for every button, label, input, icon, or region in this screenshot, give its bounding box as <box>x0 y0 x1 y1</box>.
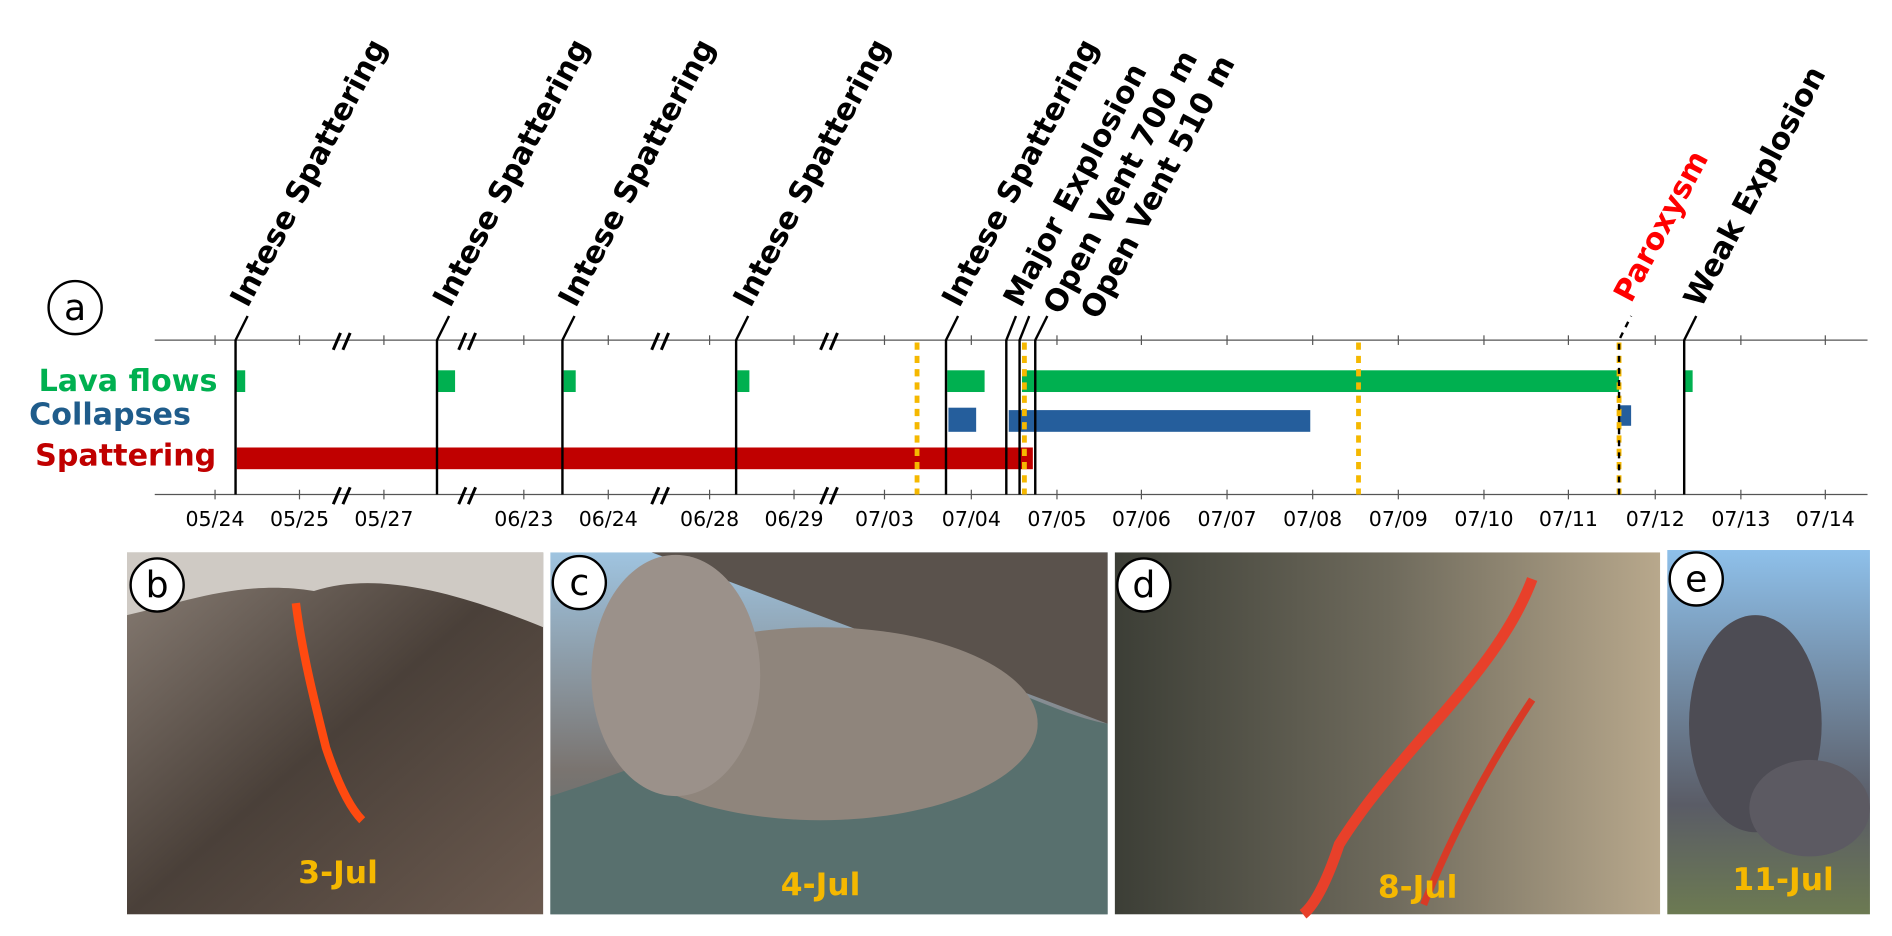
collapse-bars <box>948 405 1632 432</box>
lava-bars <box>235 370 1693 393</box>
date-label: 06/23 <box>494 507 553 531</box>
photo: e 11-Jul <box>1667 550 1870 915</box>
date-label: 07/09 <box>1369 507 1428 531</box>
photo-caption: 8-Jul <box>1378 869 1458 905</box>
photo-label: e <box>1685 557 1707 600</box>
date-label: 07/12 <box>1626 507 1685 531</box>
date-labels: 05/24 05/25 05/27 06/23 06/24 06/28 06/29 07/03… <box>186 335 1855 531</box>
event-labels: Intese Spattering Intese Spattering Inte… <box>224 33 1834 324</box>
date-label: 07/10 <box>1454 507 1513 531</box>
event-label: Intese Spattering <box>727 33 898 312</box>
bars <box>235 370 1693 470</box>
date-label: 07/04 <box>942 507 1001 531</box>
event-label: Intese Spattering <box>224 33 395 312</box>
date-label: 05/24 <box>186 507 245 531</box>
event-lines <box>234 315 1698 495</box>
row-label: Lava flows <box>39 364 218 399</box>
photo-label: b <box>146 564 169 607</box>
date-label: 07/08 <box>1283 507 1342 531</box>
photo-caption: 3-Jul <box>298 855 378 891</box>
spattering-bar <box>236 447 1033 470</box>
photo-label: d <box>1132 564 1155 607</box>
date-label: 07/13 <box>1711 507 1770 531</box>
date-label: 06/24 <box>579 507 638 531</box>
date-label: 05/27 <box>354 507 413 531</box>
date-label: 05/25 <box>270 507 329 531</box>
date-label: 07/06 <box>1112 507 1171 531</box>
row-label: Spattering <box>35 439 216 474</box>
date-label: 07/05 <box>1027 507 1086 531</box>
photo-caption: 4-Jul <box>781 867 861 903</box>
date-label: 06/28 <box>680 507 739 531</box>
break-marks <box>331 332 839 505</box>
photo: b 3-Jul <box>127 552 544 915</box>
row-label: Collapses <box>29 398 191 433</box>
photo-label: c <box>569 561 589 604</box>
date-label: 07/03 <box>855 507 914 531</box>
timeline: a Intese Spattering Intese Spattering In… <box>29 33 1868 531</box>
photo-caption: 11-Jul <box>1732 862 1833 898</box>
date-label: 07/11 <box>1539 507 1598 531</box>
date-label: 06/29 <box>764 507 823 531</box>
photos: b 3-Jul c 4-Jul d 8-Jul e 11-Jul <box>127 550 1870 919</box>
panel-circle <box>47 279 103 336</box>
photo: d 8-Jul <box>1114 552 1661 919</box>
panel-label: a <box>64 286 86 329</box>
date-label: 07/14 <box>1796 507 1855 531</box>
photo: c 4-Jul <box>550 552 1108 915</box>
date-label: 07/07 <box>1198 507 1257 531</box>
